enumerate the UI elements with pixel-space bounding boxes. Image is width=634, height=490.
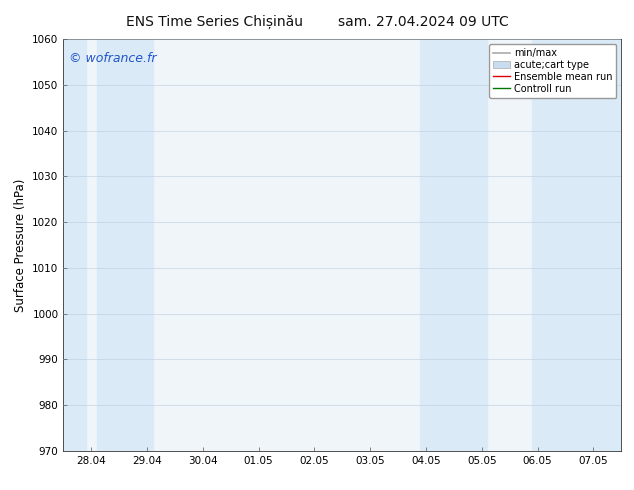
Bar xyxy=(420,39,488,451)
Text: ENS Time Series Chișinău        sam. 27.04.2024 09 UTC: ENS Time Series Chișinău sam. 27.04.2024… xyxy=(126,15,508,29)
Bar xyxy=(63,39,86,451)
Legend: min/max, acute;cart type, Ensemble mean run, Controll run: min/max, acute;cart type, Ensemble mean … xyxy=(489,44,616,98)
Text: © wofrance.fr: © wofrance.fr xyxy=(69,51,157,65)
Bar xyxy=(532,39,621,451)
Bar xyxy=(97,39,153,451)
Y-axis label: Surface Pressure (hPa): Surface Pressure (hPa) xyxy=(14,178,27,312)
